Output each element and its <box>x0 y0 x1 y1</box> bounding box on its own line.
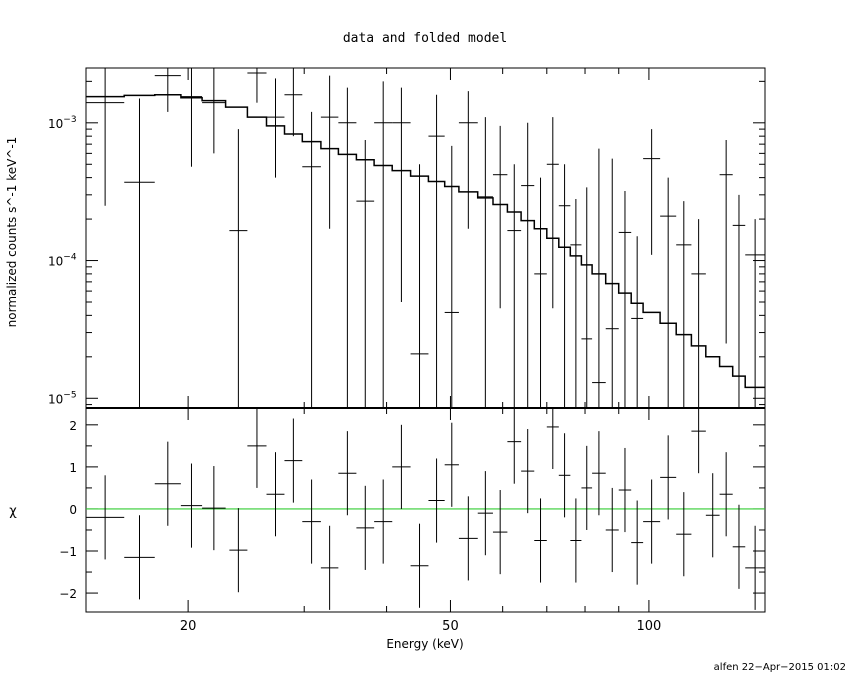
top-ytick-exponent: −5 <box>63 390 76 400</box>
top-ylabel: normalized counts s^-1 keV^-1 <box>5 137 19 328</box>
top-ylabel-text: normalized counts s^-1 keV^-1 <box>5 137 19 328</box>
top-ytick-exponent: −4 <box>63 253 77 263</box>
x-axis-label: Energy (keV) <box>386 637 463 651</box>
x-tick-label: 20 <box>180 619 197 634</box>
chi-ylabel: χ <box>9 504 17 519</box>
footer-timestamp: alfen 22−Apr−2015 01:02 <box>714 662 846 673</box>
model-step-line <box>86 93 765 389</box>
top-panel: 10−3 10−4 10−5 <box>48 67 766 409</box>
x-tick-label: 50 <box>442 619 459 634</box>
x-tick-label: 100 <box>636 619 661 634</box>
bottom-frame <box>85 407 766 613</box>
chi-ytick-label: 2 <box>69 419 77 433</box>
chi-ytick-label: −2 <box>59 587 77 601</box>
chart-title: data and folded model <box>343 31 507 46</box>
chi-ytick-label: 0 <box>69 503 77 517</box>
chi-ytick-label: −1 <box>59 545 77 559</box>
top-ytick-label: 10−4 <box>48 253 77 269</box>
chi-ytick-label: 1 <box>69 461 77 475</box>
top-ytick-label: 10−5 <box>48 390 77 406</box>
residual-panel: 20 50 100 2 1 0 −1 −2 <box>59 407 766 634</box>
top-frame <box>85 67 766 409</box>
top-ytick-exponent: −3 <box>63 115 76 125</box>
top-ytick-label: 10−3 <box>48 115 77 131</box>
